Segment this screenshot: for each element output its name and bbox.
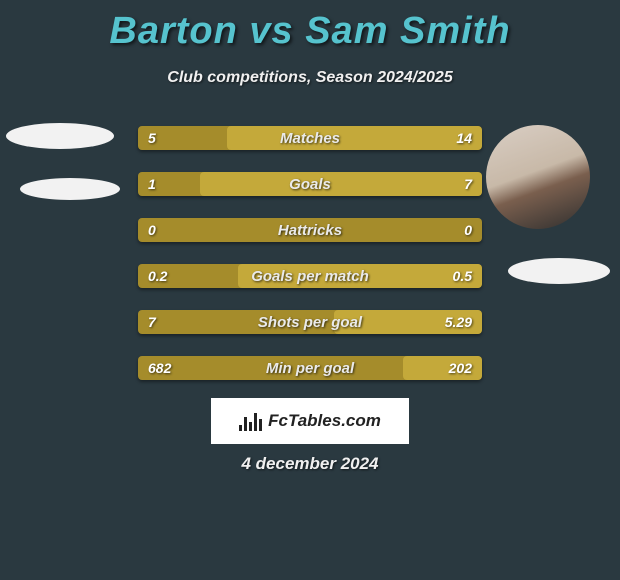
logo-bars-icon bbox=[239, 411, 262, 431]
stat-row: 75.29Shots per goal bbox=[138, 310, 482, 334]
player-left-shadow bbox=[6, 123, 114, 149]
player-left-shadow-2 bbox=[20, 178, 120, 200]
stat-label: Shots per goal bbox=[138, 310, 482, 334]
page-title: Barton vs Sam Smith bbox=[0, 0, 620, 53]
stat-row: 17Goals bbox=[138, 172, 482, 196]
stat-label: Goals per match bbox=[138, 264, 482, 288]
stat-label: Goals bbox=[138, 172, 482, 196]
stat-row: 514Matches bbox=[138, 126, 482, 150]
stat-label: Min per goal bbox=[138, 356, 482, 380]
stat-label: Matches bbox=[138, 126, 482, 150]
date-text: 4 december 2024 bbox=[0, 454, 620, 474]
logo-strip[interactable]: FcTables.com bbox=[211, 398, 409, 444]
stat-row: 0.20.5Goals per match bbox=[138, 264, 482, 288]
stat-row: 682202Min per goal bbox=[138, 356, 482, 380]
player-right-shadow bbox=[508, 258, 610, 284]
logo-text: FcTables.com bbox=[268, 411, 381, 431]
subtitle: Club competitions, Season 2024/2025 bbox=[0, 69, 620, 87]
stats-bars: 514Matches 17Goals 00Hattricks 0.20.5Goals … bbox=[138, 126, 482, 402]
stat-label: Hattricks bbox=[138, 218, 482, 242]
player-right-avatar bbox=[486, 125, 590, 229]
stat-row: 00Hattricks bbox=[138, 218, 482, 242]
